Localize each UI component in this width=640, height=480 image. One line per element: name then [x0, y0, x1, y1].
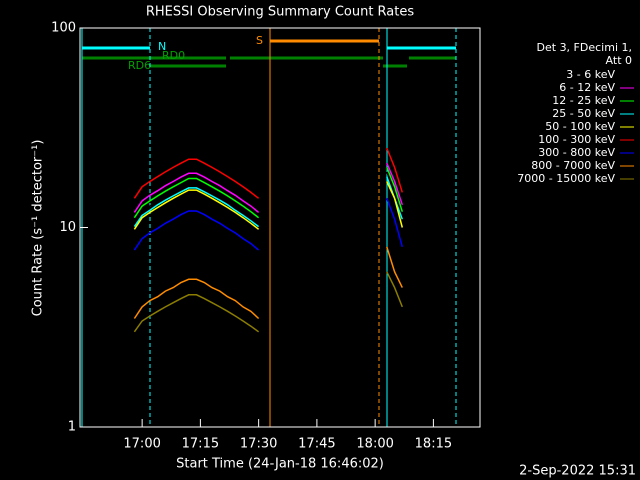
- series-line: [134, 272, 402, 332]
- chart: RHESSI Observing Summary Count Rates Sta…: [0, 0, 640, 480]
- legend-label: 7000 - 15000 keV: [517, 172, 615, 185]
- y-tick-label: 1: [68, 420, 76, 435]
- legend-label: 50 - 100 keV: [545, 120, 615, 133]
- series-line: [134, 198, 402, 250]
- x-tick-label: 17:30: [240, 437, 277, 452]
- plot-frame: [80, 28, 480, 427]
- legend-label: 12 - 25 keV: [552, 94, 615, 107]
- legend-label: 100 - 300 keV: [538, 133, 615, 146]
- legend-label: 6 - 12 keV: [559, 81, 615, 94]
- x-tick-label: 17:45: [298, 437, 335, 452]
- legend-title: Att 0: [606, 54, 632, 67]
- legend-label: 3 - 6 keV: [566, 68, 615, 81]
- x-tick-label: 17:00: [123, 437, 160, 452]
- legend-label: 25 - 50 keV: [552, 107, 615, 120]
- x-tick-label: 18:00: [356, 437, 393, 452]
- chart-title: RHESSI Observing Summary Count Rates: [146, 5, 415, 20]
- annotation: RD6: [128, 59, 151, 72]
- legend-label: 800 - 7000 keV: [531, 159, 615, 172]
- y-tick-label: 10: [59, 220, 76, 235]
- x-tick-label: 17:15: [182, 437, 219, 452]
- legend-label: 300 - 800 keV: [538, 146, 615, 159]
- annotation: S: [256, 34, 263, 47]
- y-tick-label: 100: [51, 21, 76, 36]
- x-tick-label: 18:15: [415, 437, 452, 452]
- series-line: [134, 247, 402, 319]
- series-line: [134, 163, 402, 212]
- event-lines: [82, 28, 456, 427]
- x-axis-label: Start Time (24-Jan-18 16:46:02): [176, 457, 384, 472]
- series-line: [134, 182, 402, 230]
- y-axis-label: Count Rate (s⁻¹ detector⁻¹): [31, 140, 46, 317]
- annotation: RD0: [162, 49, 185, 62]
- footer: 2-Sep-2022 15:31: [519, 464, 636, 479]
- legend-title: Det 3, FDecimi 1,: [537, 41, 632, 54]
- series-line: [134, 167, 402, 217]
